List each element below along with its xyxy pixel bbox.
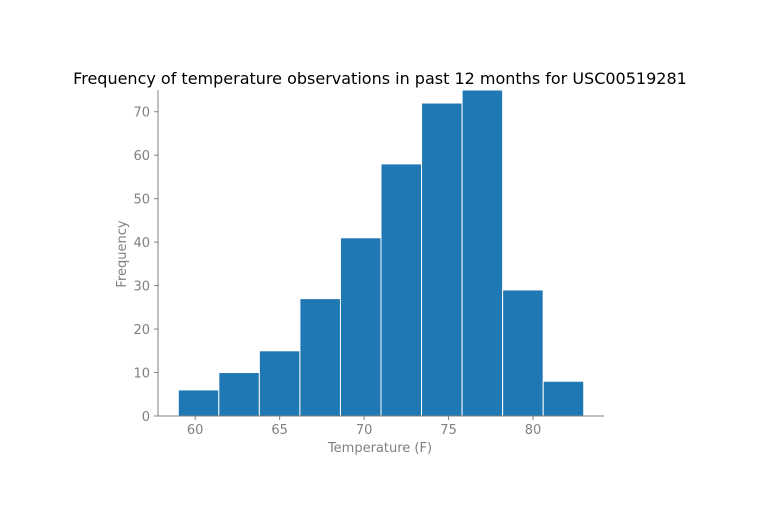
histogram-bar bbox=[218, 372, 260, 417]
x-axis-label: Temperature (F) bbox=[327, 441, 432, 456]
y-tick-label: 60 bbox=[133, 149, 150, 164]
x-tick-label: 60 bbox=[187, 423, 204, 438]
histogram-bar bbox=[299, 298, 341, 417]
x-tick-label: 65 bbox=[271, 423, 288, 438]
x-tick-label: 80 bbox=[525, 423, 542, 438]
bars-group bbox=[177, 89, 585, 417]
histogram-bar bbox=[177, 389, 220, 417]
histogram-bar bbox=[380, 163, 423, 417]
histogram-bar bbox=[339, 237, 382, 417]
y-axis-label: Frequency bbox=[115, 220, 130, 287]
chart-title: Frequency of temperature observations in… bbox=[73, 69, 687, 88]
x-ticks-group: 60 65 70 75 80 bbox=[187, 416, 541, 438]
axes-group bbox=[157, 90, 604, 417]
y-ticks-group: 0 10 20 30 40 50 60 70 bbox=[133, 106, 158, 425]
histogram-bar bbox=[461, 89, 504, 417]
y-tick-label: 0 bbox=[142, 410, 150, 425]
x-tick-label: 70 bbox=[356, 423, 373, 438]
histogram-bar bbox=[502, 289, 544, 417]
histogram-bar bbox=[258, 350, 301, 417]
y-tick-label: 20 bbox=[133, 323, 150, 338]
y-tick-label: 70 bbox=[133, 106, 150, 121]
x-tick-label: 75 bbox=[440, 423, 457, 438]
histogram-bar bbox=[421, 102, 463, 417]
y-tick-label: 50 bbox=[133, 193, 150, 208]
y-tick-label: 10 bbox=[133, 367, 150, 382]
histogram-bar bbox=[542, 380, 585, 417]
y-tick-label: 40 bbox=[133, 236, 150, 251]
y-tick-label: 30 bbox=[133, 280, 150, 295]
